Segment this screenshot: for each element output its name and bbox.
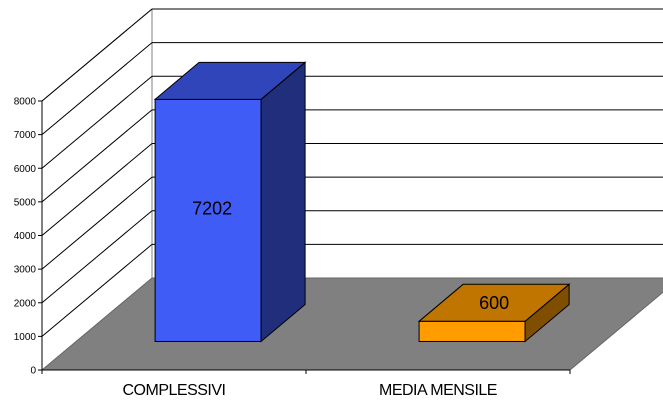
gridline-side (41, 243, 153, 337)
chart-floor (40, 277, 663, 371)
bar-top (153, 61, 307, 100)
y-axis (38, 100, 571, 374)
category-label: MEDIA MENSILE (379, 382, 497, 399)
chart-walls (41, 8, 153, 278)
floor-plane (40, 277, 663, 371)
y-tick-labels: 0 1000 2000 3000 4000 5000 6000 7000 8000 (14, 97, 37, 377)
category-labels: COMPLESSIVI MEDIA MENSILE (123, 382, 498, 399)
gridline-side (41, 8, 153, 102)
gridline-side (41, 143, 153, 236)
bar-1: 7202 (153, 61, 307, 343)
gridline-side (41, 176, 153, 270)
category-label: COMPLESSIVI (123, 382, 226, 399)
y-tick-label: 8000 (14, 97, 37, 108)
y-tick-label: 5000 (14, 197, 37, 208)
bar-side (260, 61, 306, 343)
gridline-side (41, 42, 153, 136)
y-tick-label: 1000 (14, 332, 37, 343)
bar-top (417, 283, 571, 322)
data-label: 7202 (192, 198, 232, 218)
bar-front (154, 98, 262, 342)
y-tick-label: 6000 (14, 164, 37, 175)
data-label: 600 (479, 293, 509, 313)
gridline-side (41, 210, 153, 304)
y-tick-label: 4000 (14, 231, 37, 242)
bar-front (418, 320, 526, 342)
bar-2: 600 (417, 283, 571, 343)
y-tick-label: 7000 (14, 130, 37, 141)
bars: 7202 600 (153, 61, 571, 343)
y-tick-label: 3000 (14, 265, 37, 276)
y-tick-label: 2000 (14, 298, 37, 309)
y-tick-label: 0 (30, 366, 36, 377)
gridline-side (41, 75, 153, 169)
gridline-side (41, 109, 153, 203)
